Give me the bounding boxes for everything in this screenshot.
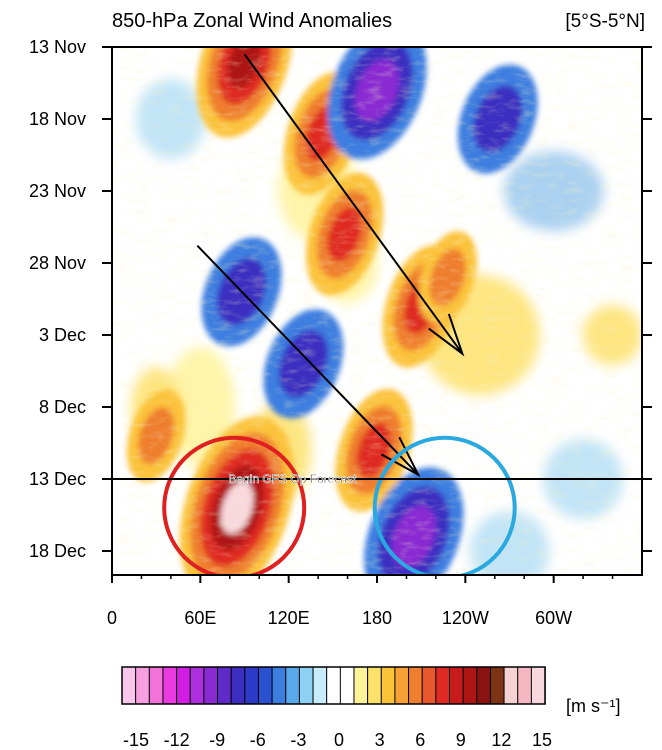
colorbar-tick-label: 12 (491, 730, 511, 750)
colorbar-cell (394, 666, 410, 705)
colorbar-cell (257, 666, 273, 705)
colorbar-frame (121, 666, 546, 705)
plot-area: Begin GFS Op Forecast (112, 47, 642, 575)
x-tick-label: 180 (362, 608, 392, 628)
colorbar: -15 -12 -9 -6 -3 0 3 6 9 12 15 (121, 666, 552, 750)
colorbar-cell (517, 666, 533, 705)
colorbar-cell (148, 666, 164, 705)
colorbar-cell (135, 666, 150, 705)
colorbar-units: [m s⁻¹] (566, 696, 621, 716)
propagation-arrow-line (196, 245, 419, 476)
colorbar-cell (189, 666, 205, 705)
colorbar-cell (217, 666, 232, 705)
colorbar-cell (339, 666, 355, 705)
colorbar-cell (353, 666, 369, 705)
y-tick-label: 28 Nov (29, 253, 86, 273)
chart-subtitle: [5°S-5°N] (565, 11, 645, 32)
x-tick-label: 60W (535, 608, 572, 628)
highlight-circle (372, 435, 517, 575)
highlight-circle (162, 435, 307, 575)
y-tick-label: 3 Dec (39, 325, 86, 345)
colorbar-cell (326, 666, 342, 705)
colorbar-cell (489, 666, 505, 705)
colorbar-cell (380, 666, 396, 705)
x-tick-label: 0 (107, 608, 117, 628)
colorbar-cell (312, 666, 328, 705)
colorbar-cell (271, 666, 287, 705)
colorbar-tick-label: -9 (209, 730, 225, 750)
y-tick-label: 18 Dec (29, 541, 86, 561)
y-tick-label: 18 Nov (29, 109, 86, 129)
colorbar-cell (203, 666, 219, 705)
colorbar-tick-label: 0 (334, 730, 344, 750)
forecast-start-label: Begin GFS Op Forecast (228, 472, 357, 486)
colorbar-cell (298, 666, 314, 705)
colorbar-cell (462, 666, 478, 705)
colorbar-cell (244, 666, 260, 705)
forecast-marker: Begin GFS Op Forecast (112, 472, 642, 486)
propagation-arrow-line (243, 53, 464, 355)
colorbar-tick-label: -12 (164, 730, 190, 750)
colorbar-tick-label: 15 (532, 730, 552, 750)
colorbar-tick-label: -6 (250, 730, 266, 750)
colorbar-tick-label: -15 (123, 730, 149, 750)
colorbar-tick-label: 6 (415, 730, 425, 750)
x-tick-label: 60E (184, 608, 216, 628)
y-tick-label: 13 Nov (29, 37, 86, 57)
colorbar-cell (503, 666, 519, 705)
x-tick-label: 120E (268, 608, 310, 628)
highlight-circles (162, 435, 517, 575)
y-tick-label: 8 Dec (39, 397, 86, 417)
x-tick-label: 120W (442, 608, 489, 628)
colorbar-cell (162, 666, 178, 705)
colorbar-cell (408, 666, 423, 705)
colorbar-tick-label: 3 (375, 730, 385, 750)
colorbar-cell (121, 666, 137, 705)
y-axis: 13 Nov 18 Nov 23 Nov 28 Nov 3 Dec 8 Dec 13 Dec… (29, 37, 652, 561)
colorbar-tick-label: -3 (290, 730, 306, 750)
colorbar-cell (285, 666, 301, 705)
colorbar-cell (476, 666, 492, 705)
x-axis: 0 60E 120E 180 120W 60W (107, 575, 614, 628)
colorbar-cell (176, 666, 191, 705)
chart-title: 850-hPa Zonal Wind Anomalies (112, 10, 392, 32)
colorbar-tick-label: 9 (456, 730, 466, 750)
colorbar-cell (448, 666, 464, 705)
colorbar-cell (530, 666, 546, 705)
colorbar-cell (230, 666, 246, 705)
y-tick-label: 13 Dec (29, 469, 86, 489)
colorbar-cell (367, 666, 382, 705)
colorbar-cell (435, 666, 451, 705)
colorbar-cell (421, 666, 437, 705)
y-tick-label: 23 Nov (29, 181, 86, 201)
propagation-arrow-head (428, 313, 465, 357)
